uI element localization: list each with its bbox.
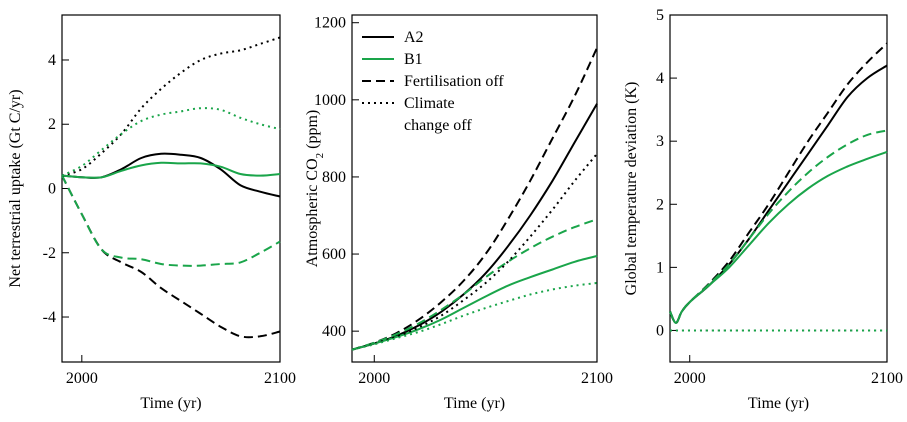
y-tick-label: 4 (656, 70, 664, 87)
series-line-b1-solid (351, 255, 598, 351)
x-tick-label: 2000 (674, 370, 706, 387)
y-tick-label: 400 (322, 323, 346, 340)
panel-net-terrestrial-uptake: -4 -2 0 2 4 2000 2100 Time (yr) Net terrestrial … (7, 14, 296, 412)
x-tick-label: 2100 (264, 370, 296, 387)
x-axis-label: Time (yr) (444, 395, 505, 412)
y-tick-label: 1 (656, 259, 664, 276)
series-line-a2-solid (351, 103, 598, 351)
y-tick-label: 600 (322, 246, 346, 263)
y-tick-label: 4 (48, 52, 56, 69)
series-line-a2-dashed (669, 42, 888, 324)
y-tick-label: 1000 (314, 92, 346, 109)
series-line-a2-dashed (351, 47, 598, 351)
series-line-b1-dashed (669, 129, 888, 324)
x-tick-label: 2000 (66, 370, 98, 387)
y-tick-label: -2 (43, 245, 56, 262)
y-axis-label: Net terrestrial uptake (Gt C/yr) (7, 89, 24, 287)
panel-global-temperature: 0 1 2 3 4 5 2000 2100 Time (yr) Global temperatur… (623, 7, 903, 412)
y-tick-label: 1200 (314, 15, 346, 32)
y-axis-label: Global temperature deviation (K) (623, 82, 640, 296)
y-tick-label: 5 (656, 7, 664, 24)
x-axis-label: Time (yr) (140, 395, 201, 412)
x-axis-label: Time (yr) (748, 395, 809, 412)
plot-frame (669, 14, 888, 363)
x-tick-label: 2100 (581, 370, 613, 387)
legend-label: Fertilisation off (404, 73, 504, 90)
series-line-b1-dashed (61, 175, 281, 267)
series-line-a2-dotted (351, 153, 598, 351)
y-tick-label: 2 (656, 196, 664, 213)
series-line-a2-dashed (61, 175, 281, 339)
x-tick-label: 2000 (358, 370, 390, 387)
y-axis-label: Atmospheric CO2 (ppm) (304, 110, 326, 267)
y-tick-label: 800 (322, 169, 346, 186)
legend-label: Climate (404, 95, 455, 112)
series-line-a2-solid (669, 64, 888, 324)
series-line-b1-dashed (351, 218, 598, 351)
series-line-b1-dotted (61, 107, 281, 177)
legend-label: B1 (404, 51, 423, 68)
series-line-b1-dotted (351, 282, 598, 351)
legend-label: change off (404, 117, 472, 134)
plot-frame (351, 14, 598, 363)
legend-label: A2 (404, 29, 424, 46)
panel-atmospheric-co2: 400 600 800 1000 1200 2000 2100 Time (yr) Atmosp… (304, 14, 613, 412)
x-tick-label: 2100 (871, 370, 903, 387)
y-tick-label: 3 (656, 133, 664, 150)
series-line-b1-solid (669, 150, 888, 324)
series-line-b1-solid (61, 161, 281, 179)
y-tick-label: 0 (48, 181, 56, 198)
y-tick-label: 2 (48, 116, 56, 133)
y-tick-label: 0 (656, 322, 664, 339)
legend: A2 B1 Fertilisation off Climate change off (362, 29, 504, 134)
y-tick-label: -4 (43, 309, 56, 326)
